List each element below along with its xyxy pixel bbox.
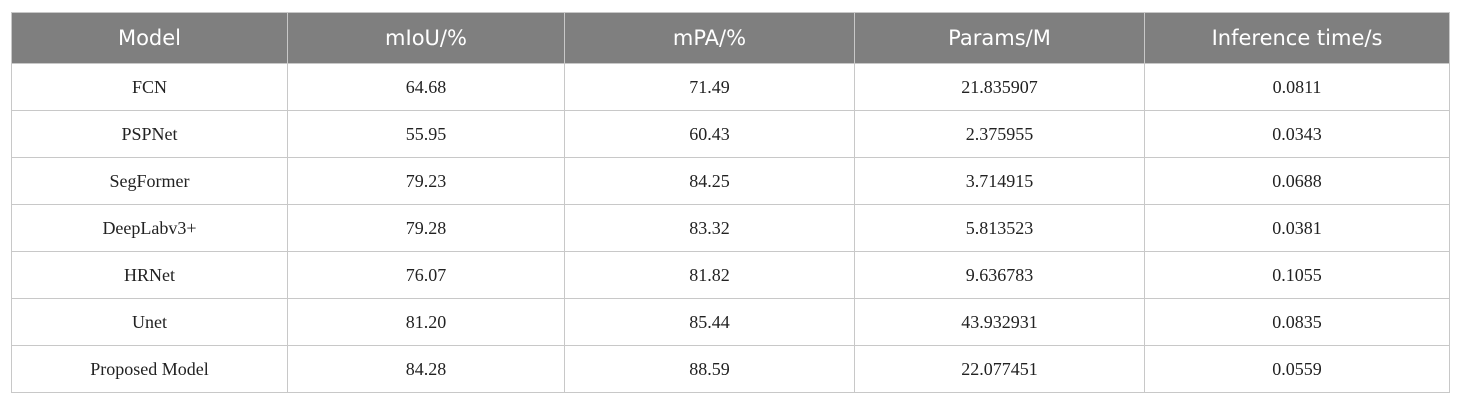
table-cell: 0.0559: [1144, 345, 1450, 393]
model-name: DeepLabv3+: [11, 204, 288, 252]
table-cell: 60.43: [564, 110, 855, 158]
table-row: Proposed Model 84.28 88.59 22.077451 0.0559: [11, 345, 1450, 393]
table-cell: 76.07: [287, 251, 565, 299]
table-cell: 3.714915: [854, 157, 1145, 205]
model-name: Unet: [11, 298, 288, 346]
header-cell: Params/M: [854, 12, 1145, 64]
table-row: HRNet 76.07 81.82 9.636783 0.1055: [11, 251, 1450, 299]
model-name: FCN: [11, 63, 288, 111]
table-cell: 83.32: [564, 204, 855, 252]
table-body: FCN 64.68 71.49 21.835907 0.0811 PSPNet 55.95 6…: [11, 63, 1450, 393]
header-cell: Model: [11, 12, 288, 64]
table-row: Unet 81.20 85.44 43.932931 0.0835: [11, 298, 1450, 346]
table-cell: 0.0688: [1144, 157, 1450, 205]
table-cell: 79.23: [287, 157, 565, 205]
table-cell: 81.82: [564, 251, 855, 299]
table-cell: 85.44: [564, 298, 855, 346]
table-cell: 71.49: [564, 63, 855, 111]
table-cell: 0.0381: [1144, 204, 1450, 252]
table-cell: 81.20: [287, 298, 565, 346]
table-cell: 21.835907: [854, 63, 1145, 111]
table-cell: 9.636783: [854, 251, 1145, 299]
table-row: SegFormer 79.23 84.25 3.714915 0.0688: [11, 157, 1450, 205]
header-cell: Inference time/s: [1144, 12, 1450, 64]
header-cell: mIoU/%: [287, 12, 565, 64]
table-cell: 0.0811: [1144, 63, 1450, 111]
table-cell: 22.077451: [854, 345, 1145, 393]
table-cell: 0.1055: [1144, 251, 1450, 299]
header-row: Model mIoU/% mPA/% Params/M Inference time/s: [11, 12, 1450, 64]
table-row: DeepLabv3+ 79.28 83.32 5.813523 0.0381: [11, 204, 1450, 252]
model-name: PSPNet: [11, 110, 288, 158]
table-cell: 2.375955: [854, 110, 1145, 158]
table-cell: 84.28: [287, 345, 565, 393]
table-cell: 84.25: [564, 157, 855, 205]
table-cell: 5.813523: [854, 204, 1145, 252]
results-table: Model mIoU/% mPA/% Params/M Inference time/s…: [11, 12, 1450, 393]
model-name: SegFormer: [11, 157, 288, 205]
header-cell: mPA/%: [564, 12, 855, 64]
table-cell: 0.0835: [1144, 298, 1450, 346]
table-cell: 64.68: [287, 63, 565, 111]
table-row: FCN 64.68 71.49 21.835907 0.0811: [11, 63, 1450, 111]
table-cell: 43.932931: [854, 298, 1145, 346]
table-cell: 79.28: [287, 204, 565, 252]
table-cell: 55.95: [287, 110, 565, 158]
model-name: HRNet: [11, 251, 288, 299]
table-row: PSPNet 55.95 60.43 2.375955 0.0343: [11, 110, 1450, 158]
table-cell: 88.59: [564, 345, 855, 393]
table-cell: 0.0343: [1144, 110, 1450, 158]
model-name: Proposed Model: [11, 345, 288, 393]
